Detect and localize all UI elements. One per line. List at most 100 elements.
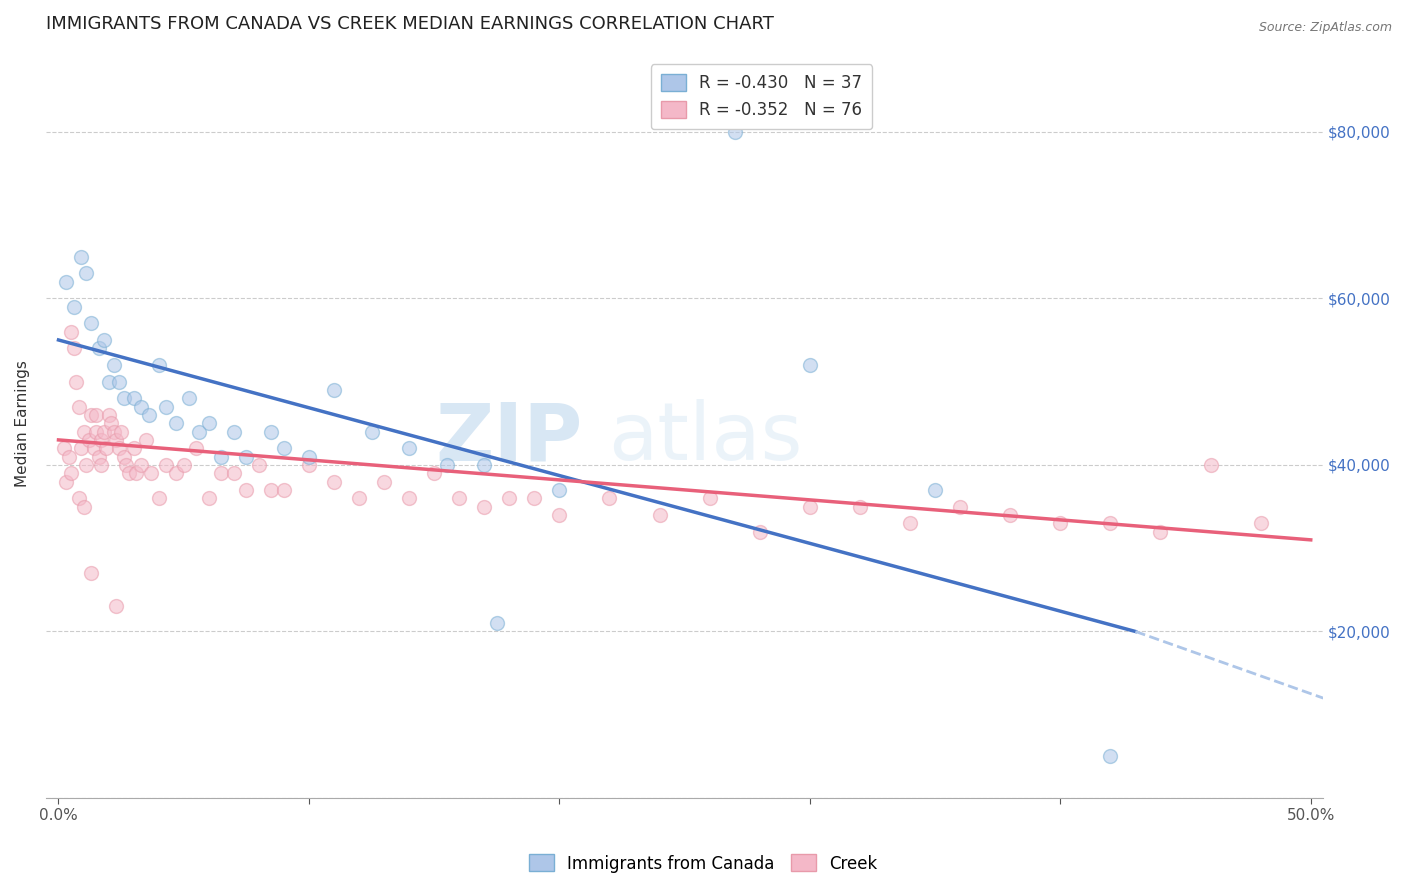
Point	[87, 450, 110, 464]
Point	[186, 442, 208, 456]
Point	[129, 400, 152, 414]
Point	[187, 425, 209, 439]
Point	[165, 416, 187, 430]
Point	[209, 467, 232, 481]
Point	[197, 491, 219, 506]
Point	[112, 450, 135, 464]
Point	[498, 491, 520, 506]
Point	[58, 450, 80, 464]
Point	[97, 408, 120, 422]
Point	[273, 483, 295, 497]
Point	[177, 391, 200, 405]
Point	[1199, 458, 1222, 472]
Point	[135, 433, 157, 447]
Point	[523, 491, 546, 506]
Point	[70, 442, 93, 456]
Text: Source: ZipAtlas.com: Source: ZipAtlas.com	[1258, 21, 1392, 34]
Point	[298, 458, 321, 472]
Point	[924, 483, 946, 497]
Point	[55, 475, 77, 489]
Text: atlas: atlas	[607, 400, 803, 477]
Point	[323, 383, 346, 397]
Point	[100, 416, 122, 430]
Point	[52, 442, 75, 456]
Point	[148, 358, 170, 372]
Point	[117, 467, 139, 481]
Point	[62, 300, 84, 314]
Point	[273, 442, 295, 456]
Point	[97, 375, 120, 389]
Point	[80, 408, 103, 422]
Point	[1250, 516, 1272, 531]
Point	[898, 516, 921, 531]
Point	[1099, 749, 1122, 764]
Point	[84, 425, 107, 439]
Point	[75, 458, 97, 472]
Point	[93, 425, 115, 439]
Point	[90, 458, 112, 472]
Point	[103, 358, 125, 372]
Point	[148, 491, 170, 506]
Point	[209, 450, 232, 464]
Point	[598, 491, 620, 506]
Point	[1099, 516, 1122, 531]
Point	[949, 500, 972, 514]
Text: ZIP: ZIP	[436, 400, 582, 477]
Point	[107, 375, 129, 389]
Point	[141, 467, 163, 481]
Point	[93, 333, 115, 347]
Point	[260, 483, 283, 497]
Point	[449, 491, 471, 506]
Point	[222, 467, 245, 481]
Legend: R = -0.430   N = 37, R = -0.352   N = 76: R = -0.430 N = 37, R = -0.352 N = 76	[651, 64, 872, 129]
Point	[998, 508, 1021, 522]
Point	[472, 458, 495, 472]
Point	[1049, 516, 1071, 531]
Point	[70, 250, 93, 264]
Point	[67, 491, 90, 506]
Point	[60, 325, 83, 339]
Point	[122, 391, 145, 405]
Point	[373, 475, 395, 489]
Point	[197, 416, 219, 430]
Point	[748, 524, 770, 539]
Point	[799, 358, 821, 372]
Point	[155, 400, 177, 414]
Point	[55, 275, 77, 289]
Point	[67, 400, 90, 414]
Point	[436, 458, 458, 472]
Point	[235, 450, 257, 464]
Point	[83, 442, 105, 456]
Point	[62, 341, 84, 355]
Point	[247, 458, 270, 472]
Point	[77, 433, 100, 447]
Point	[75, 266, 97, 280]
Point	[173, 458, 195, 472]
Point	[165, 467, 187, 481]
Legend: Immigrants from Canada, Creek: Immigrants from Canada, Creek	[522, 847, 884, 880]
Point	[260, 425, 283, 439]
Point	[398, 442, 420, 456]
Text: IMMIGRANTS FROM CANADA VS CREEK MEDIAN EARNINGS CORRELATION CHART: IMMIGRANTS FROM CANADA VS CREEK MEDIAN E…	[46, 15, 773, 33]
Point	[138, 408, 160, 422]
Point	[1149, 524, 1171, 539]
Point	[648, 508, 671, 522]
Point	[235, 483, 257, 497]
Point	[485, 616, 508, 631]
Point	[398, 491, 420, 506]
Point	[323, 475, 346, 489]
Point	[699, 491, 721, 506]
Point	[548, 483, 571, 497]
Point	[65, 375, 87, 389]
Point	[799, 500, 821, 514]
Point	[115, 458, 138, 472]
Point	[112, 391, 135, 405]
Point	[360, 425, 382, 439]
Y-axis label: Median Earnings: Median Earnings	[15, 359, 30, 487]
Point	[110, 425, 132, 439]
Point	[129, 458, 152, 472]
Point	[60, 467, 83, 481]
Point	[103, 425, 125, 439]
Point	[122, 442, 145, 456]
Point	[105, 599, 128, 614]
